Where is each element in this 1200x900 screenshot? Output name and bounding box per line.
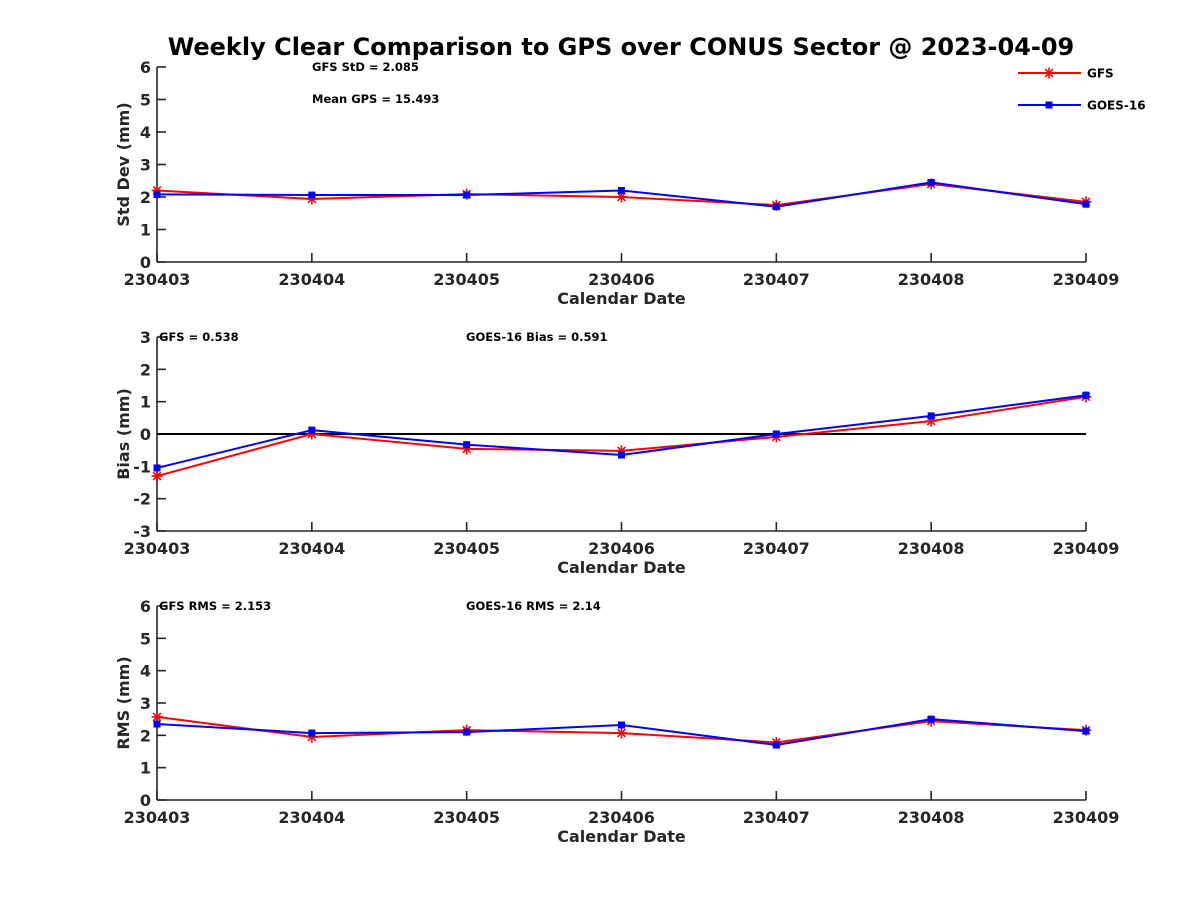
annotation: GOES-16 Bias = 0.591 [466, 330, 607, 344]
y-tick-label: 6 [140, 597, 151, 616]
x-tick-label: 230404 [278, 808, 345, 827]
y-tick-label: 0 [140, 791, 151, 810]
data-point [927, 178, 935, 186]
series-goes-16 [153, 391, 1090, 472]
x-tick-label: 230407 [743, 539, 810, 558]
x-tick-label: 230408 [898, 808, 965, 827]
x-tick-label: 230404 [278, 270, 345, 289]
x-tick-label: 230408 [898, 539, 965, 558]
x-tick-label: 230409 [1053, 539, 1120, 558]
y-tick-label: 5 [140, 629, 151, 648]
data-point [153, 720, 161, 728]
x-axis-label: Calendar Date [557, 827, 686, 846]
data-point [772, 203, 780, 211]
data-point [616, 727, 627, 739]
y-tick-label: 3 [140, 156, 151, 175]
y-axis-label: RMS (mm) [114, 656, 133, 749]
y-tick-label: 1 [140, 759, 151, 778]
x-tick-label: 230409 [1053, 808, 1120, 827]
x-tick-label: 230407 [743, 808, 810, 827]
data-point [151, 470, 163, 482]
legend-label: GOES-16 [1087, 99, 1146, 113]
annotation: GFS = 0.538 [159, 330, 239, 344]
data-point [618, 451, 625, 459]
data-point [927, 412, 935, 420]
y-axis-label: Bias (mm) [114, 388, 133, 480]
series-gfs [151, 391, 1092, 482]
legend-entry-goes-16: GOES-16 [1018, 99, 1146, 113]
legend: GFS GOES-16 [1018, 67, 1146, 113]
data-point [308, 191, 316, 199]
data-point [618, 187, 625, 194]
y-tick-label: 2 [140, 360, 151, 379]
y-tick-label: 1 [140, 221, 151, 240]
annotation: Mean GPS = 15.493 [312, 92, 439, 106]
x-tick-label: 230407 [743, 270, 810, 289]
data-point [1082, 200, 1090, 208]
x-axis-label: Calendar Date [557, 289, 686, 308]
y-tick-label: 2 [140, 726, 151, 745]
x-tick-label: 230408 [898, 270, 965, 289]
y-tick-label: 3 [140, 328, 151, 347]
y-tick-label: 0 [140, 253, 151, 272]
annotation: GOES-16 RMS = 2.14 [466, 599, 601, 613]
data-point [463, 728, 471, 736]
panel-stddev: 0 1 2 3 4 5 6 230403 230404 230405 230406 230407 230… [114, 58, 1119, 308]
series-goes-16 [153, 178, 1090, 211]
legend-label: GFS [1087, 67, 1114, 81]
annotation: GFS RMS = 2.153 [159, 599, 271, 613]
series-line [156, 395, 1087, 477]
y-tick-label: 1 [140, 393, 151, 412]
y-tick-label: 2 [140, 188, 151, 207]
x-tick-label: 230405 [433, 539, 500, 558]
x-tick-label: 230405 [433, 270, 500, 289]
data-point [463, 441, 471, 449]
panel-rms: 0 1 2 3 4 5 6 230403 230404 230405 230406 230407 230… [114, 597, 1119, 846]
x-tick-label: 230406 [588, 270, 655, 289]
x-tick-label: 230403 [124, 539, 191, 558]
data-point [463, 191, 471, 199]
y-tick-label: -2 [133, 490, 151, 509]
x-tick-label: 230406 [588, 808, 655, 827]
y-tick-label: 6 [140, 58, 151, 77]
y-tick-label: 4 [140, 662, 151, 681]
x-tick-label: 230404 [278, 539, 345, 558]
data-point [153, 190, 161, 198]
x-axis-label: Calendar Date [557, 558, 686, 577]
series-gfs [151, 711, 1092, 748]
x-tick-label: 230406 [588, 539, 655, 558]
y-tick-label: -3 [133, 522, 151, 541]
y-tick-label: 3 [140, 694, 151, 713]
data-point [1082, 391, 1090, 399]
y-tick-label: 0 [140, 425, 151, 444]
data-point [772, 430, 780, 438]
data-point [618, 721, 625, 729]
data-point [153, 464, 161, 472]
data-point [1082, 727, 1090, 735]
series-goes-16 [153, 715, 1090, 749]
data-point [308, 426, 316, 434]
annotation: GFS StD = 2.085 [312, 60, 419, 74]
x-tick-label: 230403 [124, 270, 191, 289]
y-axis-label: Std Dev (mm) [114, 102, 133, 226]
x-tick-label: 230405 [433, 808, 500, 827]
data-point [927, 715, 935, 723]
legend-marker [1045, 101, 1053, 109]
y-tick-label: -1 [133, 457, 151, 476]
x-tick-label: 230403 [124, 808, 191, 827]
chart-title: Weekly Clear Comparison to GPS over CONU… [168, 33, 1075, 61]
panel-bias: -3 -2 -1 0 1 2 3 230403 230404 230405 230406 230407… [114, 328, 1119, 577]
legend-entry-gfs: GFS [1018, 67, 1114, 81]
x-tick-label: 230409 [1053, 270, 1120, 289]
y-tick-label: 4 [140, 123, 151, 142]
data-point [308, 729, 316, 737]
legend-marker [1043, 67, 1055, 79]
y-tick-label: 5 [140, 91, 151, 110]
data-point [772, 741, 780, 749]
